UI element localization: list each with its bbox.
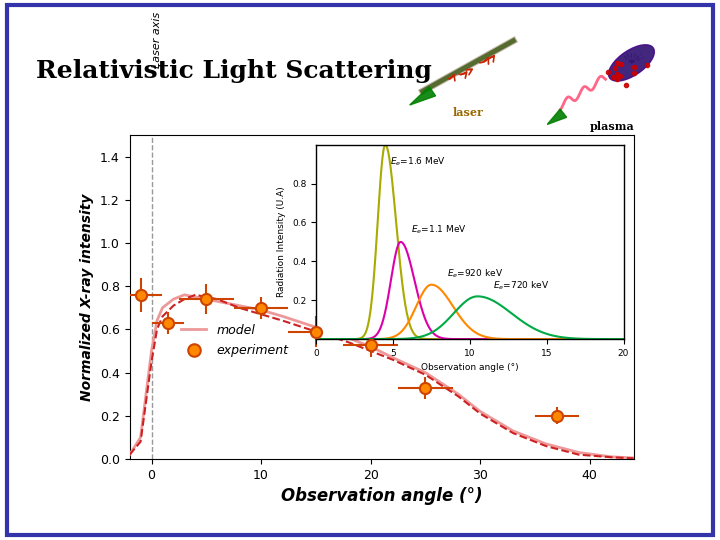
Text: laser: laser (453, 107, 483, 118)
Text: plasma: plasma (590, 120, 634, 132)
Polygon shape (547, 109, 567, 125)
Polygon shape (410, 86, 436, 105)
Text: Laser axis: Laser axis (152, 12, 162, 68)
Ellipse shape (608, 45, 654, 81)
Y-axis label: Normalized X-ray intensity: Normalized X-ray intensity (81, 193, 94, 401)
Text: Relativistic Light Scattering: Relativistic Light Scattering (36, 59, 432, 83)
Legend: model, experiment: model, experiment (176, 319, 293, 362)
X-axis label: Observation angle (°): Observation angle (°) (281, 487, 482, 505)
